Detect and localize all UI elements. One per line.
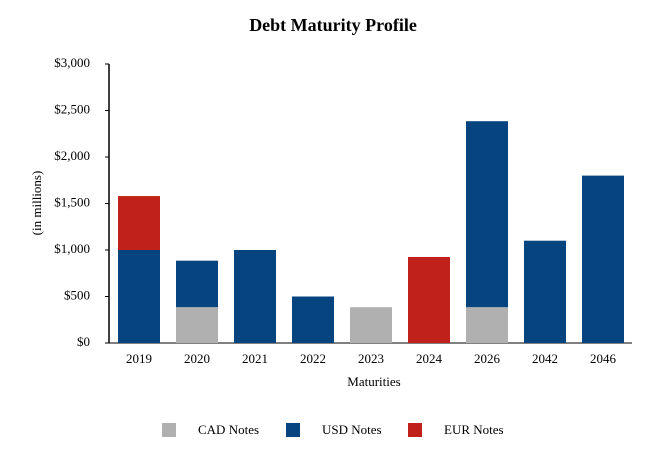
legend-swatch	[286, 423, 300, 437]
y-tick-label: $1,000	[54, 241, 90, 256]
legend-label: USD Notes	[322, 422, 382, 437]
bar-segment	[118, 196, 160, 250]
bar-segment	[176, 260, 218, 308]
x-tick-label: 2020	[184, 351, 210, 366]
bar-segment	[466, 307, 508, 343]
bar-segment	[234, 250, 276, 343]
y-tick-label: $3,000	[54, 55, 90, 70]
legend-label: CAD Notes	[198, 422, 259, 437]
x-tick-label: 2042	[532, 351, 558, 366]
y-tick-label: $1,500	[54, 194, 90, 209]
x-tick-label: 2024	[416, 351, 443, 366]
bar-segment	[582, 175, 624, 343]
y-tick-label: $2,000	[54, 148, 90, 163]
bar-segment	[466, 121, 508, 308]
x-tick-label: 2022	[300, 351, 326, 366]
bar-segment	[524, 240, 566, 343]
bar-segment	[292, 296, 334, 343]
x-tick-label: 2019	[126, 351, 152, 366]
bar-segment	[350, 307, 392, 343]
y-tick-label: $500	[64, 287, 90, 302]
y-tick-label: $0	[77, 334, 90, 349]
x-tick-label: 2026	[474, 351, 501, 366]
x-tick-label: 2021	[242, 351, 268, 366]
x-axis-label: Maturities	[347, 374, 400, 389]
y-tick-label: $2,500	[54, 101, 90, 116]
legend-label: EUR Notes	[444, 422, 504, 437]
y-axis-label: (in millions)	[29, 171, 44, 236]
bar-segment	[176, 307, 218, 343]
legend-swatch	[162, 423, 176, 437]
bar-segment	[408, 256, 450, 343]
chart-title: Debt Maturity Profile	[249, 15, 417, 35]
bar-segment	[118, 250, 160, 343]
x-tick-label: 2046	[590, 351, 617, 366]
x-tick-label: 2023	[358, 351, 384, 366]
legend-swatch	[408, 423, 422, 437]
